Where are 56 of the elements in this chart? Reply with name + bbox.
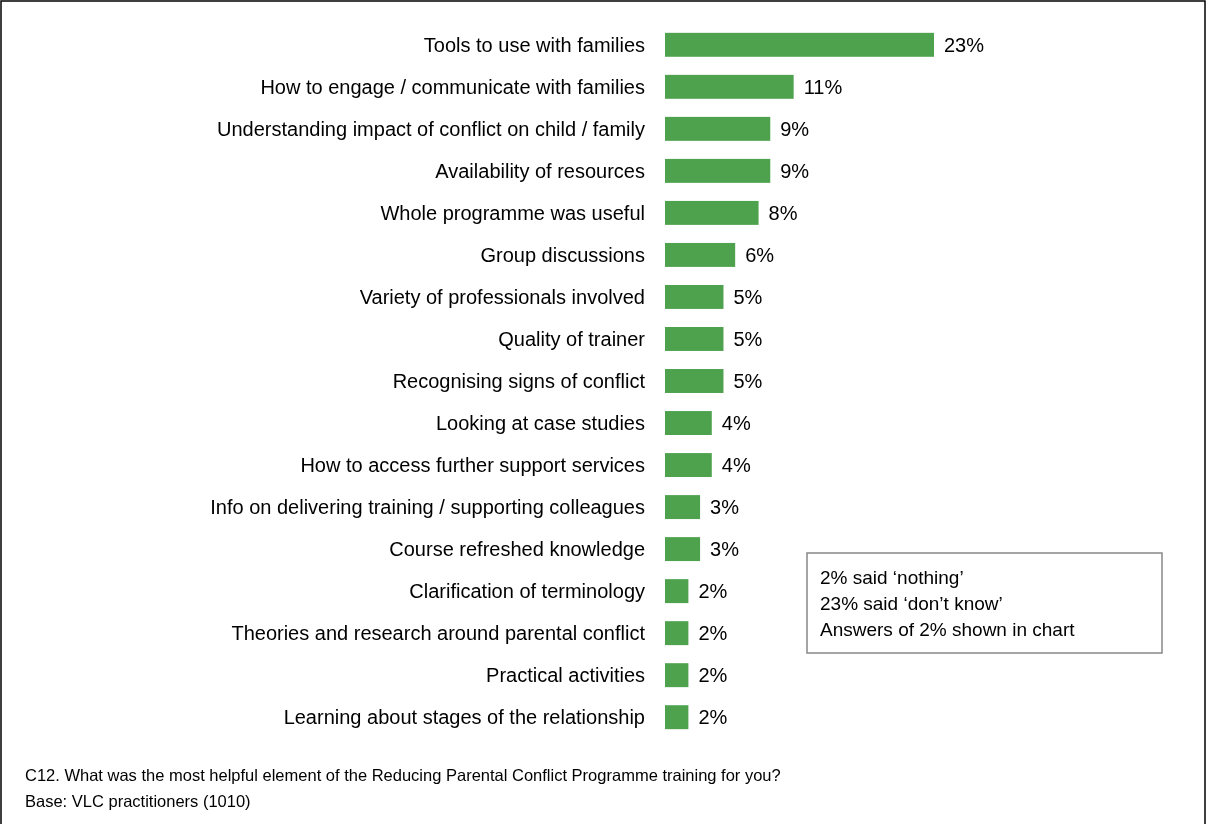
data-label: 5% [733, 285, 763, 308]
y-tick-label: Info on delivering training / supporting colleagues [210, 496, 645, 519]
annotation: Answers of 2% shown in chart [820, 619, 1076, 640]
bar [665, 32, 934, 57]
y-tick-label: Understanding impact of conflict on child / family [217, 117, 645, 140]
bar [665, 200, 759, 225]
bar [665, 284, 724, 309]
y-tick-label: Learning about stages of the relationship [283, 706, 645, 729]
data-label: 2% [698, 622, 728, 645]
y-tick-label: Tools to use with families [423, 33, 645, 56]
data-label: 2% [698, 664, 728, 687]
bar [665, 158, 771, 183]
y-tick-label: Looking at case studies [435, 412, 645, 435]
data-label: 2% [698, 580, 728, 603]
y-tick-label: Group discussions [480, 243, 645, 266]
bar [665, 369, 724, 393]
bar [665, 579, 689, 604]
data-label: 9% [780, 117, 810, 140]
bar [665, 495, 701, 520]
text: Base: VLC practitioners (1010) [25, 792, 251, 810]
bar [665, 705, 689, 730]
bar [665, 663, 689, 688]
data-label: 23% [944, 33, 985, 56]
data-label: 11% [803, 75, 843, 98]
data-label: 5% [733, 327, 763, 350]
data-label: 3% [710, 538, 740, 561]
bar [665, 537, 701, 562]
data-label: 6% [745, 243, 775, 266]
y-tick-label: Recognising signs of conflict [392, 370, 646, 392]
bar [665, 74, 794, 99]
data-label: 3% [710, 496, 740, 519]
data-label: 4% [721, 454, 751, 477]
y-tick-label: Practical activities [486, 664, 645, 687]
annotation: 23% said ‘don’t know’ [820, 593, 1003, 614]
y-tick-label: Course refreshed knowledge [389, 538, 645, 561]
bar [665, 621, 689, 646]
bar [665, 453, 712, 478]
y-tick-label: Quality of trainer [498, 327, 646, 350]
y-tick-label: Whole programme was useful [380, 201, 645, 224]
y-tick-label: Availability of resources [435, 159, 645, 182]
bar [665, 116, 771, 141]
y-tick-label: How to access further support services [300, 454, 645, 477]
data-label: 5% [733, 370, 763, 392]
y-tick-label: Clarification of terminology [409, 580, 645, 603]
bar [665, 411, 712, 435]
data-label: 4% [721, 412, 751, 435]
data-label: 2% [698, 706, 728, 729]
annotation: 2% said ‘nothing’ [820, 567, 964, 588]
text: C12. What was the most helpful element of the Reducing Parental Conflict Programme training for you? [25, 766, 781, 784]
data-label: 9% [780, 159, 810, 182]
y-tick-label: Variety of professionals involved [359, 285, 645, 308]
bar [665, 327, 724, 351]
y-tick-label: Theories and research around parental conflict [231, 622, 646, 645]
y-tick-label: How to engage / communicate with families [260, 75, 645, 98]
bar [665, 242, 736, 267]
data-label: 8% [768, 201, 798, 224]
